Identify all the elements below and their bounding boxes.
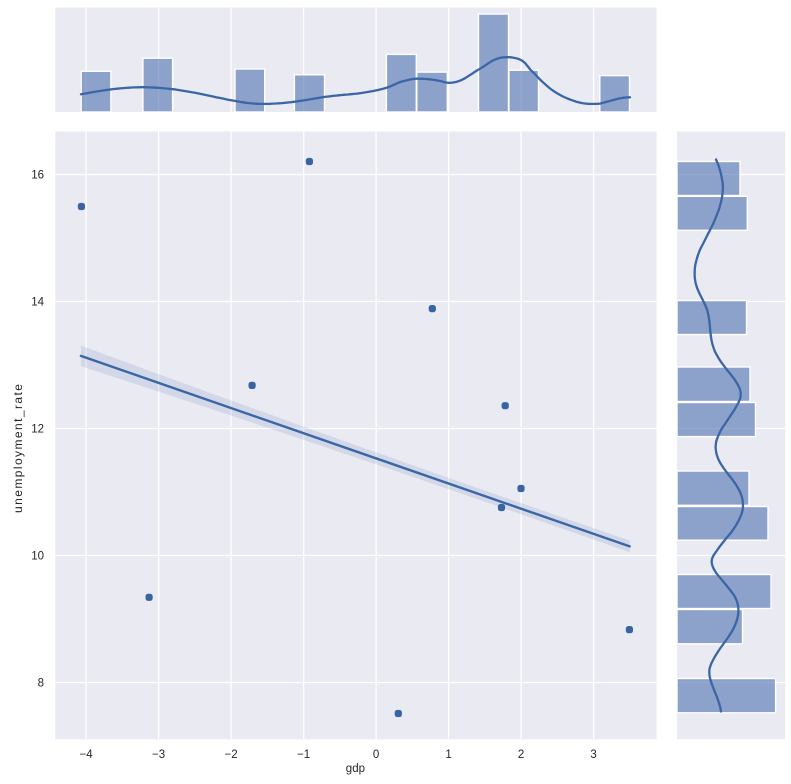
- svg-text:−4: −4: [80, 749, 94, 761]
- svg-text:unemployment_rate: unemployment_rate: [11, 384, 25, 513]
- svg-text:14: 14: [31, 297, 44, 309]
- svg-text:2: 2: [518, 749, 524, 761]
- svg-text:0: 0: [373, 749, 379, 761]
- svg-text:8: 8: [38, 678, 44, 690]
- svg-text:16: 16: [31, 170, 44, 182]
- svg-text:−2: −2: [225, 749, 238, 761]
- svg-text:gdp: gdp: [346, 763, 365, 775]
- svg-text:10: 10: [31, 551, 44, 563]
- svg-text:3: 3: [590, 749, 596, 761]
- svg-text:1: 1: [445, 749, 451, 761]
- svg-text:−1: −1: [297, 749, 310, 761]
- svg-text:−3: −3: [152, 749, 165, 761]
- svg-text:12: 12: [31, 424, 44, 436]
